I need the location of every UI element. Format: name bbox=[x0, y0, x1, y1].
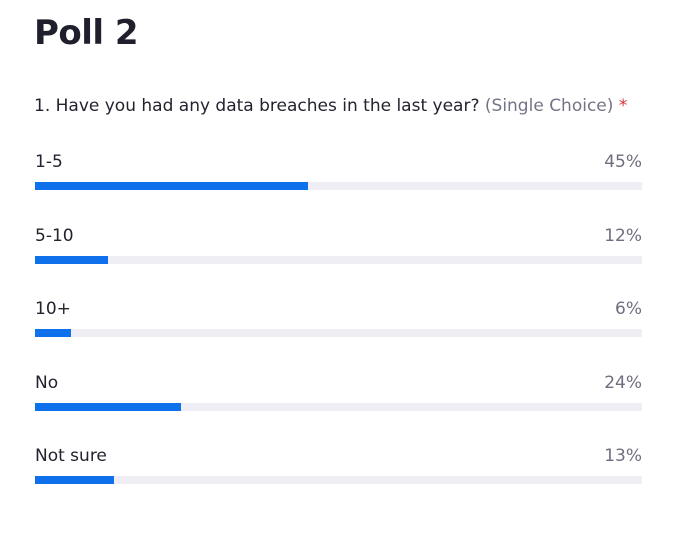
option-label: Not sure bbox=[35, 446, 107, 466]
poll-option-no: No 24% bbox=[35, 369, 642, 443]
poll-option-10-plus: 10+ 6% bbox=[35, 295, 642, 369]
required-asterisk: * bbox=[618, 96, 628, 116]
poll-option-not-sure: Not sure 13% bbox=[35, 442, 642, 516]
result-bar-track bbox=[35, 182, 642, 190]
question-type: (Single Choice) bbox=[484, 96, 614, 116]
result-bar-fill bbox=[35, 182, 309, 190]
option-label: No bbox=[35, 372, 59, 393]
question-text: 1. Have you had any data breaches in the… bbox=[34, 96, 480, 116]
result-bar-fill bbox=[35, 476, 114, 484]
option-percent: 45% bbox=[604, 152, 642, 172]
poll-option-1-5: 1-5 45% bbox=[35, 148, 642, 222]
poll-option-5-10: 5-10 12% bbox=[35, 222, 642, 296]
option-label: 10+ bbox=[35, 299, 71, 319]
option-label: 5-10 bbox=[35, 225, 74, 246]
result-bar-track bbox=[35, 255, 642, 264]
poll-options-list: 1-5 45% 5-10 12% 10+ 6% bbox=[35, 148, 642, 516]
result-bar-track bbox=[35, 402, 642, 411]
poll-title: Poll 2 bbox=[34, 13, 139, 53]
result-bar-fill bbox=[35, 402, 181, 411]
result-bar-track bbox=[35, 329, 642, 337]
result-bar-track bbox=[35, 476, 642, 484]
option-percent: 13% bbox=[604, 446, 642, 466]
poll-question: 1. Have you had any data breaches in the… bbox=[34, 94, 654, 118]
option-label: 1-5 bbox=[35, 152, 63, 172]
option-percent: 24% bbox=[604, 372, 642, 393]
result-bar-fill bbox=[35, 255, 108, 264]
option-percent: 6% bbox=[615, 299, 642, 319]
option-percent: 12% bbox=[604, 225, 642, 246]
result-bar-fill bbox=[35, 329, 72, 337]
